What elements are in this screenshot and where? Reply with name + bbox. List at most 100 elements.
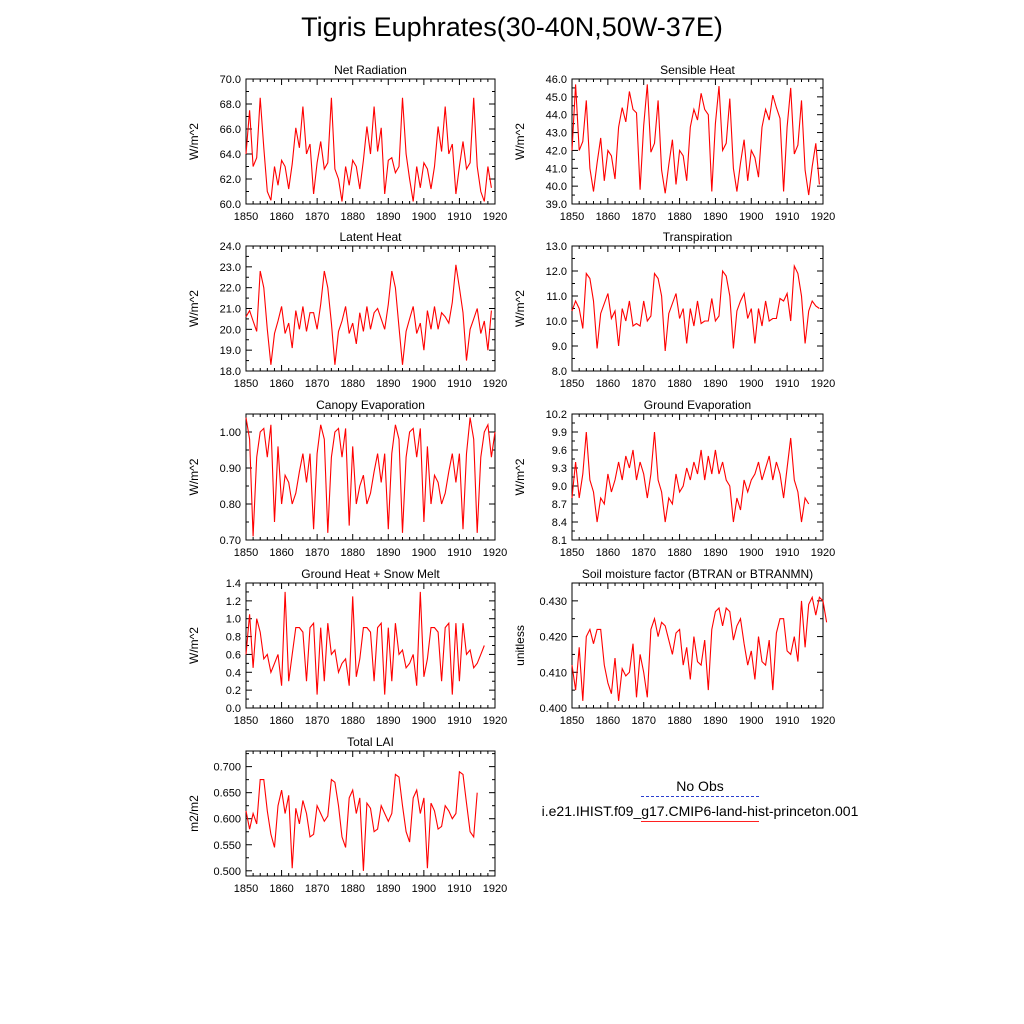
y-tick-label: 0.430 bbox=[539, 596, 567, 608]
y-tick-label: 46.0 bbox=[546, 74, 567, 86]
x-tick-label: 1920 bbox=[483, 883, 507, 895]
y-tick-label: 19.0 bbox=[220, 345, 241, 357]
plot-frame bbox=[245, 413, 496, 541]
y-tick-label: 1.00 bbox=[220, 427, 241, 439]
y-tick-label: 40.0 bbox=[546, 181, 567, 193]
y-tick-label: 21.0 bbox=[220, 304, 241, 316]
x-tick-label: 1900 bbox=[739, 211, 763, 223]
x-tick-label: 1860 bbox=[269, 883, 293, 895]
x-tick-label: 1890 bbox=[376, 883, 400, 895]
legend-model-label: i.e21.IHIST.f09_g17.CMIP6-land-hist-prin… bbox=[541, 803, 859, 819]
x-tick-label: 1870 bbox=[305, 211, 329, 223]
series-line bbox=[245, 591, 485, 695]
chart-panel: Ground Heat + Snow Melt W/m^2 1850 1860 1870… bbox=[187, 567, 507, 727]
plot-frame bbox=[571, 78, 824, 205]
y-tick-label: 22.0 bbox=[220, 283, 241, 295]
x-tick-label: 1860 bbox=[596, 715, 620, 727]
y-tick-label: 10.0 bbox=[546, 316, 567, 328]
y-tick-label: 10.2 bbox=[546, 409, 567, 421]
y-tick-label: 9.6 bbox=[552, 445, 567, 457]
y-axis-label: W/m^2 bbox=[513, 290, 527, 327]
x-tick-label: 1880 bbox=[340, 547, 364, 559]
series-line bbox=[571, 263, 820, 352]
y-tick-label: 1.2 bbox=[226, 596, 241, 608]
y-tick-label: 64.0 bbox=[220, 149, 241, 161]
x-tick-label: 1850 bbox=[234, 715, 258, 727]
x-tick-label: 1850 bbox=[560, 211, 584, 223]
legend-model-line bbox=[641, 821, 759, 822]
y-tick-label: 13.0 bbox=[546, 241, 567, 253]
y-tick-label: 70.0 bbox=[220, 74, 241, 86]
x-tick-label: 1900 bbox=[739, 715, 763, 727]
x-tick-label: 1880 bbox=[340, 883, 364, 895]
x-tick-label: 1910 bbox=[447, 883, 471, 895]
x-tick-label: 1920 bbox=[811, 715, 835, 727]
series-line bbox=[245, 770, 478, 871]
y-tick-label: 8.7 bbox=[552, 499, 567, 511]
x-tick-label: 1870 bbox=[305, 883, 329, 895]
x-tick-label: 1890 bbox=[376, 547, 400, 559]
y-tick-label: 9.3 bbox=[552, 463, 567, 475]
legend: No Obs i.e21.IHIST.f09_g17.CMIP6-land-hi… bbox=[520, 778, 880, 822]
x-tick-label: 1880 bbox=[667, 547, 691, 559]
chart-panel: Total LAI m2/m2 1850 1860 1870 1880 1890 1900 19… bbox=[187, 735, 507, 895]
panel-title: Net Radiation bbox=[334, 63, 407, 77]
y-tick-label: 8.1 bbox=[552, 535, 567, 547]
x-tick-label: 1900 bbox=[412, 883, 436, 895]
y-tick-label: 24.0 bbox=[220, 241, 241, 253]
x-tick-label: 1890 bbox=[376, 211, 400, 223]
y-tick-label: 0.500 bbox=[213, 866, 241, 878]
legend-obs-line bbox=[641, 796, 759, 797]
x-tick-label: 1910 bbox=[775, 547, 799, 559]
series-line bbox=[245, 417, 496, 537]
x-tick-label: 1850 bbox=[560, 715, 584, 727]
x-tick-label: 1890 bbox=[703, 715, 727, 727]
x-tick-label: 1860 bbox=[269, 715, 293, 727]
x-tick-label: 1870 bbox=[631, 378, 655, 390]
x-tick-label: 1920 bbox=[483, 211, 507, 223]
y-axis-label: W/m^2 bbox=[187, 123, 201, 160]
y-tick-label: 23.0 bbox=[220, 262, 241, 274]
panel-title: Ground Evaporation bbox=[644, 398, 751, 412]
x-tick-label: 1920 bbox=[483, 547, 507, 559]
x-tick-label: 1860 bbox=[269, 211, 293, 223]
y-tick-label: 0.70 bbox=[220, 535, 241, 547]
x-tick-label: 1890 bbox=[703, 378, 727, 390]
series-line bbox=[245, 264, 492, 365]
y-axis-label: W/m^2 bbox=[187, 290, 201, 327]
x-tick-label: 1880 bbox=[340, 378, 364, 390]
chart-panel: Latent Heat W/m^2 1850 1860 1870 1880 1890 1900… bbox=[187, 230, 507, 390]
x-tick-label: 1910 bbox=[775, 378, 799, 390]
y-tick-label: 0.420 bbox=[539, 632, 567, 644]
y-axis-label: W/m^2 bbox=[187, 458, 201, 495]
x-tick-label: 1910 bbox=[447, 547, 471, 559]
panel-title: Total LAI bbox=[347, 735, 394, 749]
x-tick-label: 1880 bbox=[340, 211, 364, 223]
page-title: Tigris Euphrates(30-40N,50W-37E) bbox=[301, 12, 723, 42]
y-tick-label: 8.0 bbox=[552, 366, 567, 378]
y-tick-label: 8.4 bbox=[552, 517, 567, 529]
y-tick-label: 45.0 bbox=[546, 92, 567, 104]
panel-title: Ground Heat + Snow Melt bbox=[301, 567, 440, 581]
x-tick-label: 1850 bbox=[560, 378, 584, 390]
y-tick-label: 1.0 bbox=[226, 614, 241, 626]
y-tick-label: 0.80 bbox=[220, 499, 241, 511]
panel-title: Canopy Evaporation bbox=[316, 398, 425, 412]
x-tick-label: 1920 bbox=[811, 211, 835, 223]
x-tick-label: 1920 bbox=[483, 378, 507, 390]
x-tick-label: 1850 bbox=[234, 883, 258, 895]
chart-panel: Sensible Heat W/m^2 1850 1860 1870 1880 1890 19… bbox=[513, 63, 835, 223]
y-tick-label: 1.4 bbox=[226, 578, 241, 590]
y-axis-label: W/m^2 bbox=[513, 123, 527, 160]
y-tick-label: 0.8 bbox=[226, 632, 241, 644]
y-tick-label: 9.0 bbox=[552, 341, 567, 353]
y-tick-label: 44.0 bbox=[546, 110, 567, 122]
x-tick-label: 1850 bbox=[560, 547, 584, 559]
x-tick-label: 1900 bbox=[412, 211, 436, 223]
plot-frame bbox=[245, 78, 496, 205]
y-tick-label: 0.90 bbox=[220, 463, 241, 475]
x-tick-label: 1870 bbox=[305, 378, 329, 390]
plot-frame bbox=[245, 245, 496, 372]
chart-panel: Soil moisture factor (BTRAN or BTRANMN) u… bbox=[513, 567, 835, 727]
